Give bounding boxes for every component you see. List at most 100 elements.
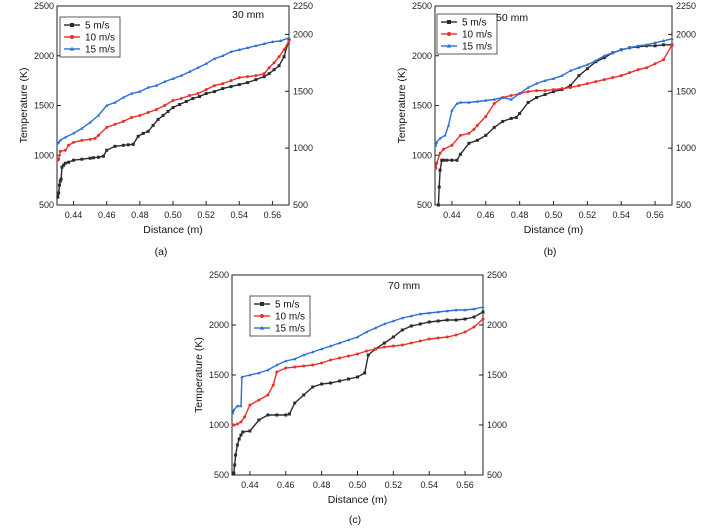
data-point	[619, 47, 623, 51]
data-point	[435, 161, 439, 165]
data-point	[472, 307, 476, 311]
x-tick-label: 0.46	[98, 210, 116, 220]
data-point	[266, 368, 270, 372]
data-point	[72, 158, 76, 162]
data-point	[356, 352, 359, 356]
data-point	[284, 359, 288, 363]
data-point	[229, 85, 233, 89]
right-y-tick-label: 500	[487, 470, 502, 480]
series-10-m-s	[231, 317, 485, 427]
data-point	[619, 74, 623, 78]
data-point	[196, 92, 200, 96]
x-tick-label: 0.54	[612, 210, 630, 220]
data-point	[146, 110, 150, 114]
data-point	[161, 113, 165, 117]
panel-annotation: 50 mm	[496, 12, 528, 24]
data-point	[492, 97, 496, 101]
data-point	[163, 79, 167, 83]
data-point	[272, 68, 276, 72]
data-point	[212, 90, 216, 94]
data-point	[445, 335, 449, 339]
panel-annotation: 70 mm	[388, 280, 420, 292]
x-tick-label: 0.44	[443, 210, 461, 220]
data-point	[171, 99, 175, 103]
data-point	[436, 319, 440, 323]
data-point	[80, 138, 84, 142]
x-tick-label: 0.52	[385, 480, 403, 490]
data-point	[311, 350, 315, 354]
data-point	[409, 324, 413, 328]
data-point	[248, 403, 252, 407]
data-point	[121, 95, 125, 99]
data-point	[382, 322, 387, 326]
x-axis-label: Distance (m)	[524, 224, 584, 236]
data-point	[560, 73, 564, 77]
y-tick-label: 2500	[209, 270, 229, 280]
x-tick-label: 0.52	[197, 210, 215, 220]
data-point	[436, 336, 440, 340]
data-point	[585, 67, 589, 71]
data-point	[241, 430, 245, 434]
data-point	[235, 422, 239, 426]
data-point	[237, 47, 241, 51]
data-point	[71, 131, 76, 135]
data-point	[526, 101, 530, 105]
data-point	[232, 408, 236, 412]
data-point	[277, 55, 281, 59]
data-point	[455, 101, 459, 105]
data-point	[438, 151, 442, 155]
data-point	[270, 40, 275, 44]
data-point	[364, 330, 369, 334]
data-point	[662, 58, 666, 62]
data-point	[514, 115, 518, 119]
legend-swatch-marker	[446, 43, 452, 48]
data-point	[266, 393, 270, 397]
x-tick-label: 0.48	[313, 480, 331, 490]
data-point	[233, 463, 237, 467]
data-point	[59, 177, 63, 181]
data-point	[60, 165, 64, 169]
data-point	[282, 48, 286, 52]
panel-caption: (b)	[544, 246, 557, 258]
data-point	[243, 415, 247, 419]
data-point	[409, 341, 413, 345]
data-point	[293, 365, 297, 369]
data-point	[67, 160, 71, 164]
data-point	[636, 44, 640, 47]
data-point	[484, 133, 488, 137]
data-point	[171, 76, 175, 80]
legend: 5 m/s10 m/s15 m/s	[249, 295, 311, 337]
data-point	[552, 88, 555, 92]
data-point	[254, 74, 258, 78]
data-point	[517, 91, 522, 95]
data-point	[534, 81, 539, 85]
data-point	[239, 420, 243, 424]
data-point	[454, 308, 458, 312]
data-point	[418, 322, 422, 326]
data-point	[551, 76, 556, 80]
data-point	[644, 43, 649, 47]
right-y-tick-label: 2000	[293, 29, 313, 39]
data-point	[151, 123, 155, 127]
data-point	[568, 84, 572, 88]
data-point	[198, 95, 202, 99]
data-point	[141, 131, 145, 135]
y-tick-label: 2000	[34, 51, 54, 61]
data-point	[436, 310, 440, 314]
data-point	[257, 418, 261, 422]
data-point	[484, 114, 488, 118]
data-point	[287, 39, 291, 43]
data-point	[475, 138, 479, 142]
data-point	[355, 335, 360, 339]
data-point	[463, 330, 467, 334]
data-point	[434, 166, 438, 170]
x-axis-label: Distance (m)	[143, 224, 203, 236]
data-point	[543, 78, 547, 82]
data-point	[418, 339, 422, 343]
data-point	[577, 74, 581, 78]
data-point	[232, 423, 236, 427]
data-point	[275, 413, 279, 417]
data-point	[196, 65, 200, 69]
data-point	[287, 412, 291, 416]
data-point	[472, 325, 476, 329]
